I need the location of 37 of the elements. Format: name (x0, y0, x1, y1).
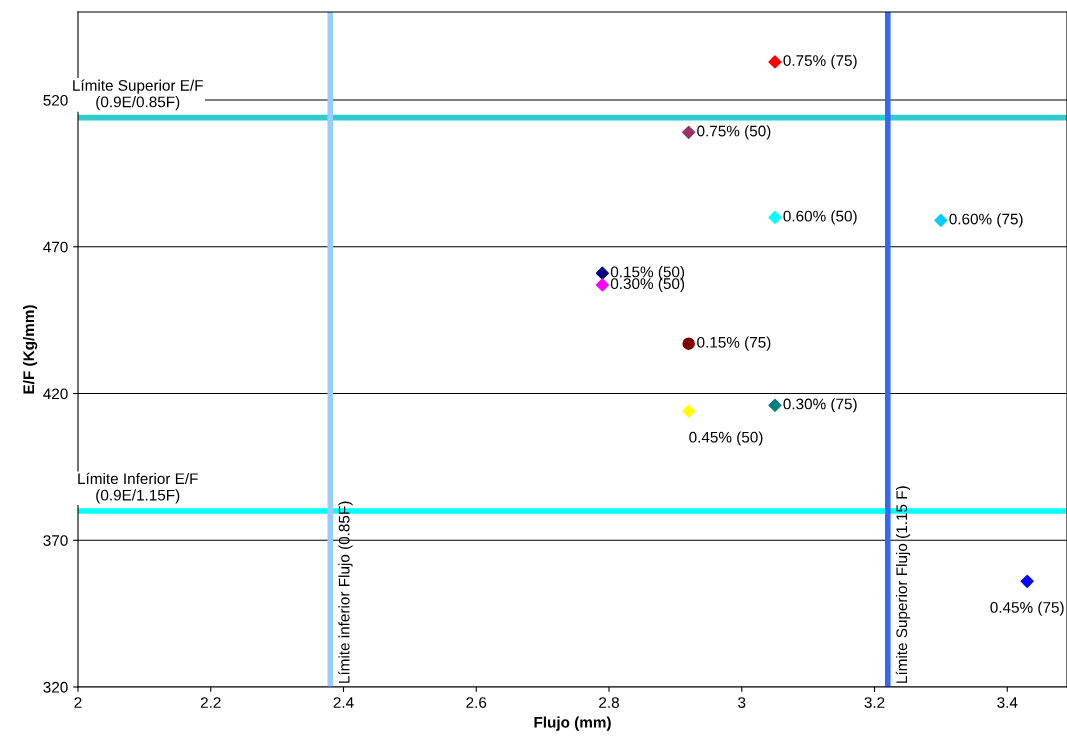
series-label: 0.30% (75) (783, 398, 857, 413)
x-tick-label: 2.6 (466, 697, 487, 708)
y-tick-label: 320 (43, 681, 68, 693)
x-tick-label: 3 (738, 697, 746, 708)
series-label: 0.60% (50) (783, 210, 857, 225)
point (595, 266, 609, 280)
point (682, 125, 696, 139)
x-tick-label: 2.2 (200, 697, 221, 708)
series-label: 0.60% (75) (949, 213, 1023, 228)
point (768, 398, 782, 412)
point (768, 210, 782, 225)
y-axis-title: E/F (Kg/mm) (22, 305, 38, 394)
x-tick-label: 3.4 (997, 697, 1018, 708)
series-label: 0.45% (75) (990, 601, 1064, 616)
series-label: 0.75% (50) (697, 125, 771, 140)
point (595, 278, 609, 292)
y-tick-label: 420 (43, 388, 68, 400)
series-label: 0.45% (50) (689, 431, 763, 446)
x-axis-title: Flujo (mm) (534, 716, 611, 731)
series-label: 0.15% (75) (697, 336, 771, 351)
series-label: 0.75% (75) (783, 54, 857, 70)
x-tick-label: 2 (74, 697, 82, 708)
ref-line-label: Límite inferior Flujo (0.85F) (338, 501, 353, 683)
x-tick-label: 2.8 (599, 697, 619, 708)
point (934, 213, 948, 227)
point (768, 55, 782, 69)
y-tick-label: 470 (43, 241, 68, 253)
y-tick-label: 370 (43, 535, 68, 546)
ref-line-label: Límite Inferior E/F (0.9E/1.15F) (78, 472, 198, 504)
ref-line-label: Límite Superior Flujo (1.15 F) (895, 486, 911, 683)
point (1020, 574, 1034, 588)
point (682, 404, 696, 418)
point (682, 337, 695, 350)
y-tick-label: 520 (43, 94, 68, 106)
x-tick-label: 2.4 (333, 697, 354, 708)
ref-line-label: Límite Superior E/F (0.9E/0.85F) (73, 79, 203, 111)
x-tick-label: 3.2 (864, 697, 885, 708)
